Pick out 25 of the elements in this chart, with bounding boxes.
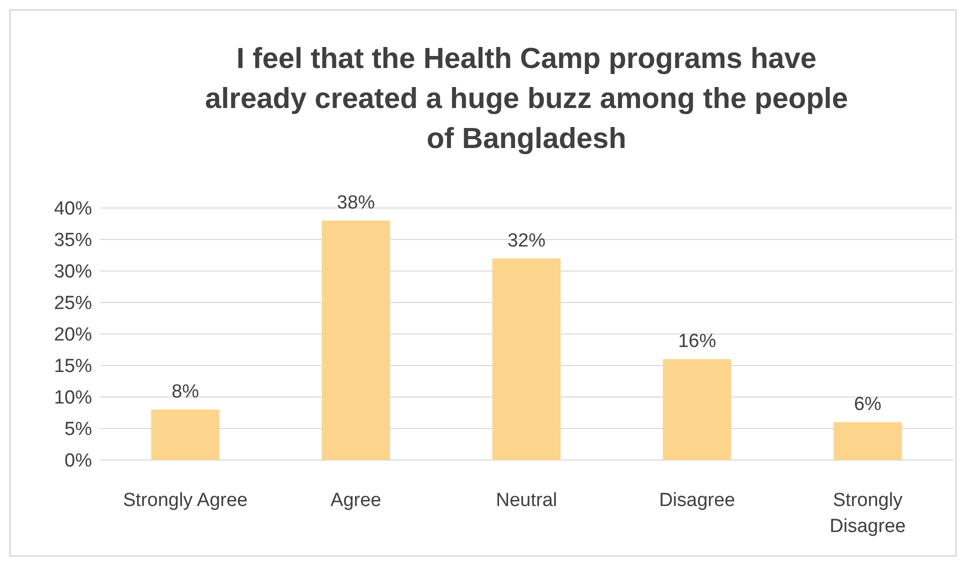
- bar: [151, 410, 220, 460]
- y-tick-label: 0%: [64, 450, 92, 472]
- data-label: 38%: [336, 192, 376, 214]
- y-tick-label: 10%: [54, 388, 92, 409]
- x-tick-label: Agree: [330, 490, 382, 511]
- x-tick-label: Strongly Disagree: [830, 490, 906, 537]
- y-tick-label: 15%: [54, 356, 92, 378]
- y-tick-label: 5%: [64, 419, 92, 440]
- data-label: 16%: [678, 331, 716, 352]
- x-tick-label: Strongly Agree: [122, 490, 248, 511]
- y-tick-label: 25%: [54, 293, 92, 314]
- y-tick-label: 30%: [54, 262, 92, 283]
- bar: [492, 258, 561, 460]
- x-tick-label: Disagree: [659, 490, 736, 511]
- data-label: 6%: [854, 394, 882, 416]
- bar: [834, 422, 902, 460]
- y-tick-label: 40%: [54, 198, 92, 220]
- data-label: 32%: [507, 230, 546, 252]
- bar: [322, 220, 390, 460]
- x-tick-label: Neutral: [496, 490, 558, 511]
- y-tick-label: 35%: [54, 230, 92, 252]
- bar: [662, 359, 732, 460]
- chart-title: I feel that the Health Camp programs have already created a huge buzz among the people of Bangladesh: [205, 43, 848, 155]
- y-tick-label: 20%: [54, 324, 92, 346]
- data-label: 8%: [172, 382, 200, 403]
